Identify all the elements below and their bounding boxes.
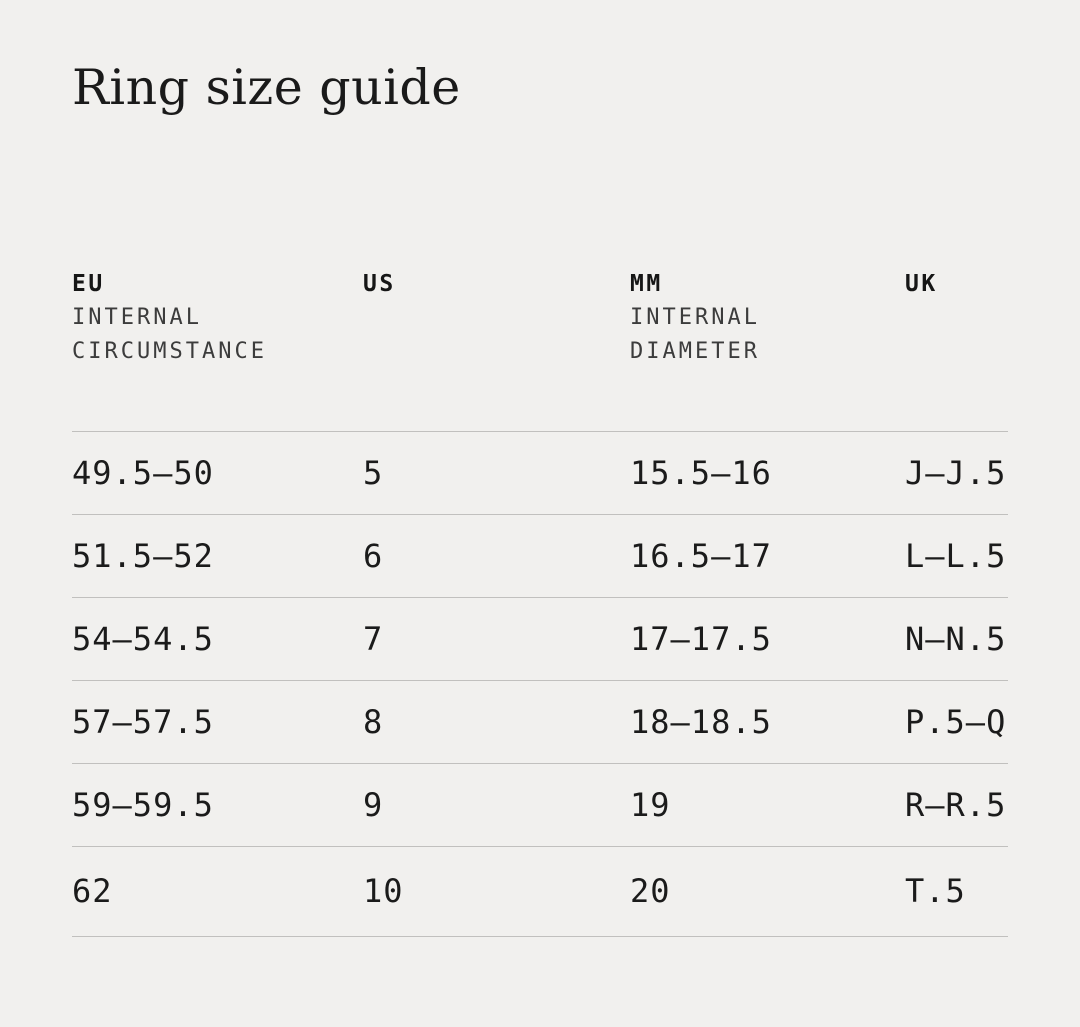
cell-us: 7 <box>363 619 384 658</box>
cell-mm: 18—18.5 <box>630 702 772 741</box>
cell-us: 8 <box>363 702 384 741</box>
ring-size-guide-page: Ring size guide EU INTERNAL CIRCUMSTANCE… <box>0 56 1080 1027</box>
cell-uk: L—L.5 <box>905 536 1007 575</box>
column-code-us: US <box>363 270 396 297</box>
column-subtitle-line: DIAMETER <box>630 338 760 364</box>
column-code-eu: EU <box>72 270 105 297</box>
table-row: 51.5—52 6 16.5—17 L—L.5 <box>72 513 1008 597</box>
cell-eu: 57—57.5 <box>72 702 214 741</box>
cell-uk: T.5 <box>905 872 966 911</box>
cell-mm: 20 <box>630 872 671 911</box>
cell-mm: 15.5—16 <box>630 453 772 492</box>
ring-size-table: EU INTERNAL CIRCUMSTANCE US MM INTERNAL … <box>72 267 1008 937</box>
column-subtitle-line: INTERNAL <box>72 304 202 330</box>
cell-mm: 16.5—17 <box>630 536 772 575</box>
cell-uk: J—J.5 <box>905 453 1007 492</box>
column-header-mm: MM INTERNAL DIAMETER <box>630 267 905 369</box>
cell-eu: 49.5—50 <box>72 453 214 492</box>
table-header-row: EU INTERNAL CIRCUMSTANCE US MM INTERNAL … <box>72 267 1008 369</box>
column-header-us: US <box>363 267 630 369</box>
table-row: 62 10 20 T.5 <box>72 845 1008 936</box>
column-subtitle-line: CIRCUMSTANCE <box>72 338 267 364</box>
cell-us: 6 <box>363 536 384 575</box>
page-title: Ring size guide <box>72 59 461 116</box>
cell-uk: P.5—Q <box>905 702 1007 741</box>
cell-eu: 54—54.5 <box>72 619 214 658</box>
cell-eu: 62 <box>72 872 113 911</box>
table-row: 54—54.5 7 17—17.5 N—N.5 <box>72 596 1008 680</box>
column-code-uk: UK <box>905 270 938 297</box>
table-body: 49.5—50 5 15.5—16 J—J.5 51.5—52 6 16.5—1… <box>72 430 1008 937</box>
table-row: 49.5—50 5 15.5—16 J—J.5 <box>72 430 1008 514</box>
cell-us: 10 <box>363 872 404 911</box>
column-header-eu: EU INTERNAL CIRCUMSTANCE <box>72 267 363 369</box>
table-row: 59—59.5 9 19 R—R.5 <box>72 762 1008 846</box>
column-subtitle-line: INTERNAL <box>630 304 760 330</box>
cell-mm: 17—17.5 <box>630 619 772 658</box>
table-row: 57—57.5 8 18—18.5 P.5—Q <box>72 679 1008 763</box>
cell-eu: 51.5—52 <box>72 536 214 575</box>
cell-us: 9 <box>363 785 384 824</box>
cell-uk: R—R.5 <box>905 785 1007 824</box>
cell-us: 5 <box>363 453 384 492</box>
cell-mm: 19 <box>630 785 671 824</box>
cell-uk: N—N.5 <box>905 619 1007 658</box>
column-header-uk: UK <box>905 267 1008 369</box>
column-code-mm: MM <box>630 270 663 297</box>
cell-eu: 59—59.5 <box>72 785 214 824</box>
